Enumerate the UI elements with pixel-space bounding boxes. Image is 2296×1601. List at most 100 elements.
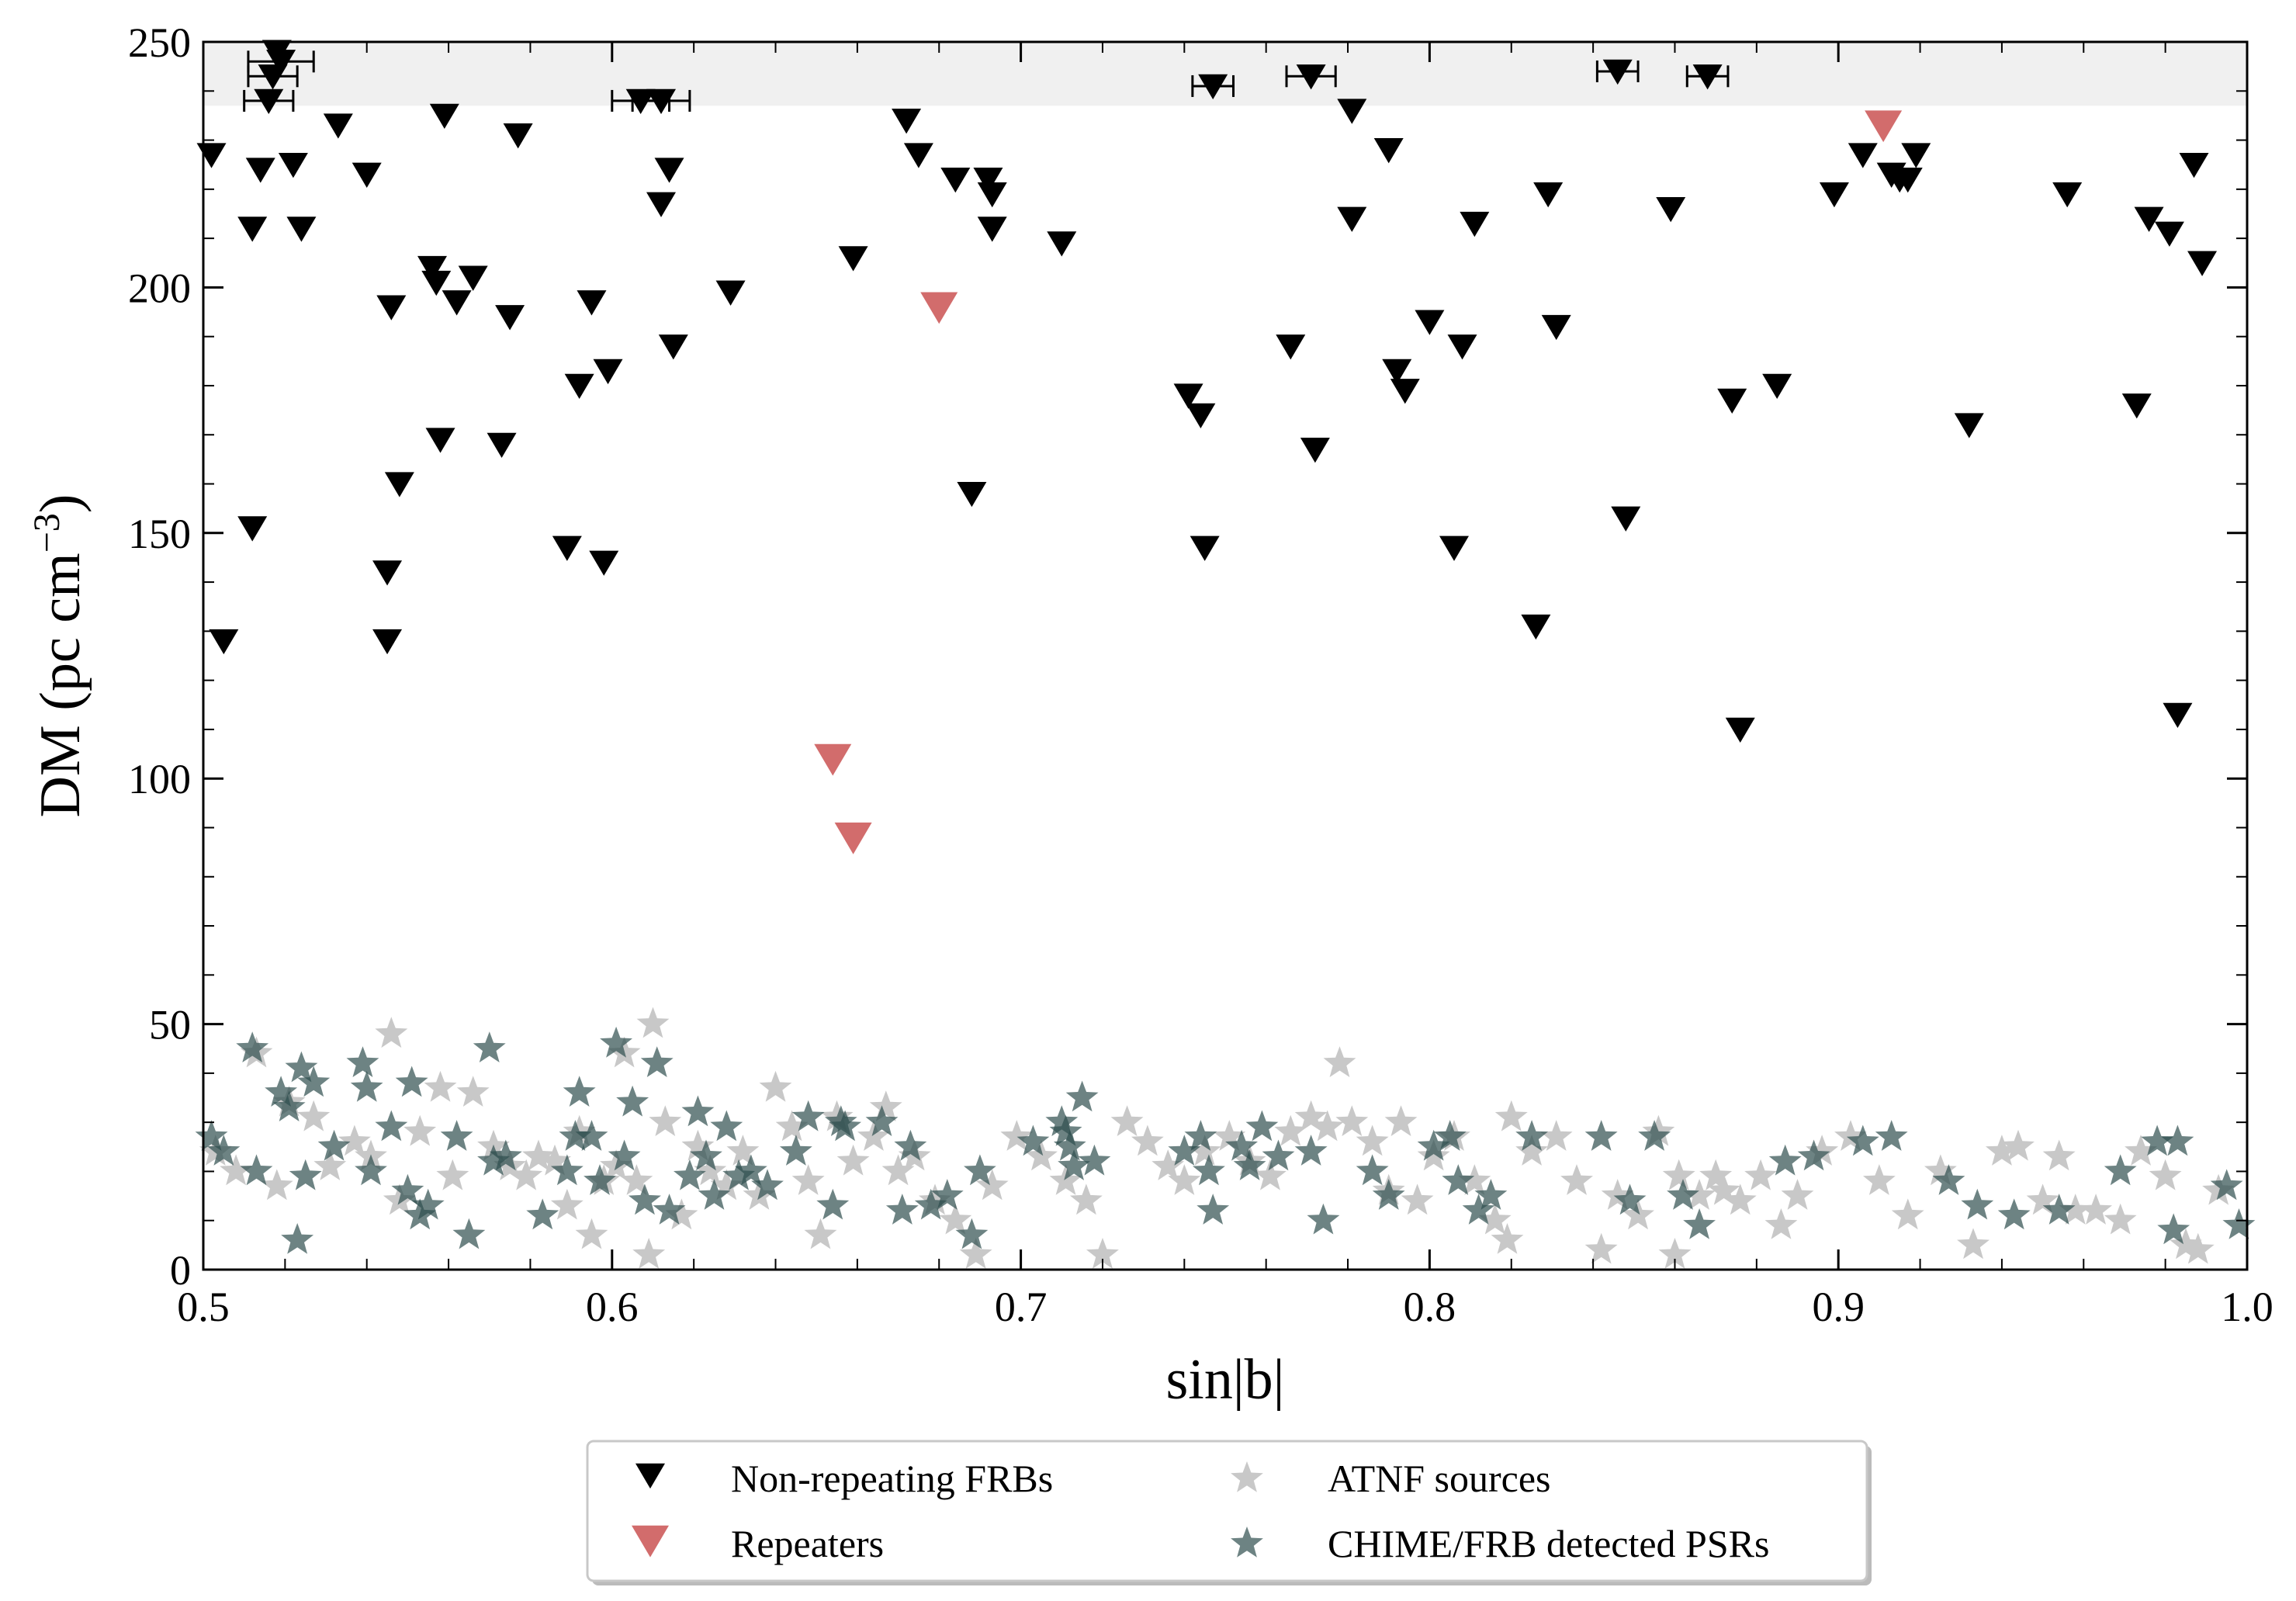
triangle-marker-frb (715, 280, 746, 306)
star-marker-chime_psr (236, 1031, 269, 1062)
star-marker-chime_psr (779, 1135, 812, 1166)
star-marker-atnf (338, 1125, 371, 1156)
star-marker-chime_psr (1613, 1183, 1647, 1215)
star-marker-chime_psr (1875, 1120, 1908, 1151)
y-tick-label: 50 (149, 1002, 191, 1048)
star-marker-chime_psr (1245, 1110, 1279, 1142)
star-marker-chime_psr (1797, 1139, 1830, 1171)
star-marker-chime_psr (272, 1090, 306, 1121)
star-marker-chime_psr (751, 1169, 784, 1201)
star-marker-chime_psr (265, 1076, 297, 1107)
star-marker-chime_psr (2161, 1125, 2194, 1156)
star-marker-atnf (869, 1090, 902, 1121)
star-marker-chime_psr (1294, 1135, 1328, 1166)
star-marker-chime_psr (281, 1223, 314, 1254)
star-marker-atnf (694, 1154, 727, 1186)
triangle-marker-frb (1762, 373, 1792, 400)
star-marker-atnf (1213, 1120, 1246, 1151)
triangle-marker-frb (503, 123, 533, 149)
triangle-marker-repeater (814, 743, 852, 776)
y-axis-label-text: DM (pc cm (29, 553, 92, 817)
y-tick-label: 100 (128, 756, 191, 802)
triangle-marker-frb (323, 113, 353, 139)
triangle-marker-frb (1390, 379, 1420, 404)
triangle-marker-frb (278, 153, 308, 178)
star-marker-chime_psr (791, 1100, 825, 1131)
star-marker-atnf (1986, 1135, 2018, 1166)
y-axis-label-close: ) (29, 494, 92, 514)
star-marker-atnf (1806, 1135, 1839, 1166)
star-marker-chime_psr (575, 1120, 608, 1151)
star-marker-atnf (1401, 1183, 1434, 1215)
star-marker-chime_psr (1233, 1149, 1266, 1180)
star-marker-chime_psr (690, 1139, 722, 1171)
star-marker-atnf (510, 1159, 543, 1190)
star-marker-chime_psr (1193, 1154, 1225, 1186)
star-marker-atnf (436, 1159, 469, 1190)
star-marker-atnf (820, 1100, 854, 1131)
triangle-marker-frb (266, 50, 296, 75)
star-marker-atnf (1458, 1164, 1491, 1195)
series-repeater (814, 110, 1903, 854)
star-marker-atnf (1086, 1238, 1119, 1269)
triangle-marker-frb (209, 629, 239, 655)
legend-label: ATNF sources (1328, 1457, 1550, 1500)
star-marker-chime_psr (2141, 1125, 2173, 1156)
star-marker-atnf (1863, 1164, 1896, 1195)
star-marker-atnf (1539, 1120, 1573, 1151)
triangle-marker-frb (1373, 138, 1404, 164)
star-marker-atnf (1110, 1105, 1144, 1136)
star-marker-atnf (959, 1238, 992, 1269)
star-marker-atnf (919, 1183, 951, 1215)
star-marker-chime_psr (1372, 1179, 1405, 1210)
triangle-marker-frb (1533, 182, 1564, 208)
y-axis-label: DM (pc cm−3) (26, 494, 93, 818)
star-marker-atnf (857, 1120, 890, 1151)
legend-entry-atnf: ATNF sources (1231, 1457, 1550, 1500)
star-marker-atnf (1764, 1208, 1798, 1239)
star-marker-chime_psr (584, 1164, 616, 1195)
triangle-marker-frb (1198, 74, 1228, 100)
star-marker-chime_psr (698, 1179, 731, 1210)
star-marker-chime_psr (600, 1026, 632, 1058)
star-marker-chime_psr (350, 1070, 383, 1102)
star-marker-atnf (1924, 1154, 1957, 1186)
star-marker-atnf (1131, 1125, 1164, 1156)
star-marker-chime_psr (1584, 1120, 1618, 1151)
star-marker-chime_psr (1846, 1125, 1879, 1156)
star-marker-atnf (2202, 1173, 2235, 1205)
star-marker-atnf (220, 1154, 253, 1186)
legend-triangle-icon (632, 1525, 669, 1558)
triangle-marker-frb (495, 305, 525, 331)
star-marker-chime_psr (1356, 1154, 1389, 1186)
legend-label: CHIME/FRB detected PSRs (1328, 1522, 1769, 1565)
triangle-marker-frb (2163, 702, 2193, 729)
star-marker-atnf (1781, 1179, 1814, 1210)
star-marker-atnf (791, 1164, 825, 1195)
triangle-marker-frb (254, 88, 284, 115)
star-marker-chime_psr (608, 1139, 641, 1171)
star-marker-atnf (375, 1017, 408, 1048)
star-marker-chime_psr (317, 1129, 351, 1161)
star-marker-chime_psr (914, 1188, 947, 1220)
triangle-marker-frb (1173, 383, 1203, 409)
x-tick-label: 0.9 (1812, 1284, 1865, 1330)
star-marker-chime_psr (195, 1120, 228, 1151)
x-tick-label: 0.5 (177, 1284, 230, 1330)
star-marker-atnf (881, 1154, 915, 1186)
triangle-marker-frb (372, 629, 403, 655)
triangle-marker-repeater (834, 822, 872, 854)
star-marker-atnf (1049, 1164, 1082, 1195)
triangle-marker-frb (977, 217, 1007, 242)
axis-ticks: 0.5 0.6 0.7 0.8 0.9 1.0 0 50 100 150 200 250 (128, 19, 2273, 1330)
star-marker-chime_psr (964, 1154, 996, 1186)
triangle-marker-frb (838, 246, 868, 272)
triangle-marker-frb (1337, 206, 1367, 232)
star-marker-chime_psr (1045, 1105, 1079, 1136)
star-marker-chime_psr (1638, 1120, 1671, 1151)
star-marker-atnf (1584, 1232, 1618, 1264)
y-axis-label-exponent: −3 (26, 513, 68, 553)
star-marker-chime_psr (629, 1183, 661, 1215)
triangle-marker-frb (2134, 206, 2164, 232)
star-marker-atnf (2059, 1194, 2092, 1225)
